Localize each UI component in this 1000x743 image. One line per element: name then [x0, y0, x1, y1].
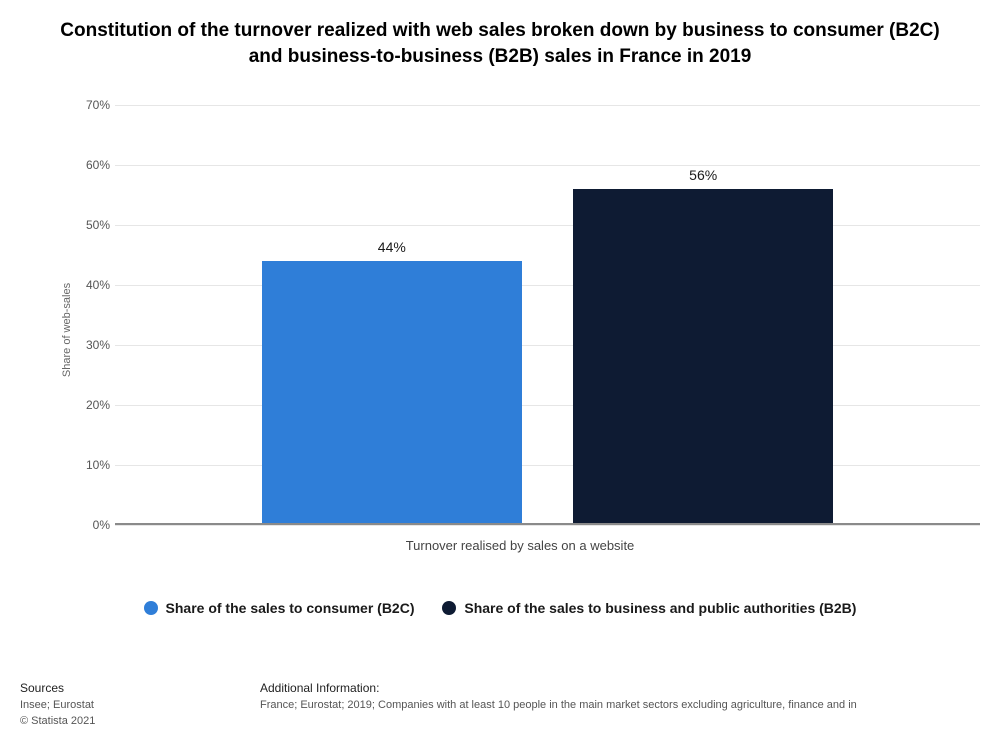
- x-axis-line: [115, 523, 980, 525]
- y-tick-label: 20%: [70, 398, 110, 412]
- legend-label: Share of the sales to business and publi…: [464, 600, 856, 616]
- y-tick-label: 60%: [70, 158, 110, 172]
- legend-label: Share of the sales to consumer (B2C): [166, 600, 415, 616]
- additional-info-line: France; Eurostat; 2019; Companies with a…: [260, 698, 1000, 713]
- legend-item-b2c: Share of the sales to consumer (B2C): [144, 600, 415, 616]
- y-tick-label: 10%: [70, 458, 110, 472]
- chart-title: Constitution of the turnover realized wi…: [0, 0, 1000, 69]
- sources-heading: Sources: [20, 681, 260, 695]
- bar-1: 56%: [573, 189, 833, 525]
- y-tick-label: 50%: [70, 218, 110, 232]
- sources-block: Sources Insee; Eurostat © Statista 2021: [20, 681, 260, 729]
- chart-area: Share of web-sales 0%10%20%30%40%50%60%7…: [60, 95, 980, 565]
- x-axis-category-label: Turnover realised by sales on a website: [60, 538, 980, 553]
- bar-value-label: 56%: [573, 167, 833, 183]
- grid-line: [115, 525, 980, 526]
- y-tick-label: 30%: [70, 338, 110, 352]
- copyright-line: © Statista 2021: [20, 714, 260, 729]
- additional-info-heading: Additional Information:: [260, 681, 1000, 695]
- y-tick-label: 40%: [70, 278, 110, 292]
- footer: Sources Insee; Eurostat © Statista 2021 …: [20, 681, 1000, 729]
- additional-info-block: Additional Information: France; Eurostat…: [260, 681, 1000, 729]
- legend-item-b2b: Share of the sales to business and publi…: [442, 600, 856, 616]
- bar-value-label: 44%: [262, 239, 522, 255]
- legend-dot-icon: [442, 601, 456, 615]
- y-tick-label: 0%: [70, 518, 110, 532]
- y-axis-label: Share of web-sales: [61, 283, 73, 377]
- bars-group: 44%56%: [115, 105, 980, 525]
- plot-area: 0%10%20%30%40%50%60%70% 44%56%: [115, 105, 980, 525]
- y-tick-label: 70%: [70, 98, 110, 112]
- legend: Share of the sales to consumer (B2C) Sha…: [0, 600, 1000, 618]
- legend-dot-icon: [144, 601, 158, 615]
- sources-line: Insee; Eurostat: [20, 698, 260, 713]
- bar-0: 44%: [262, 261, 522, 525]
